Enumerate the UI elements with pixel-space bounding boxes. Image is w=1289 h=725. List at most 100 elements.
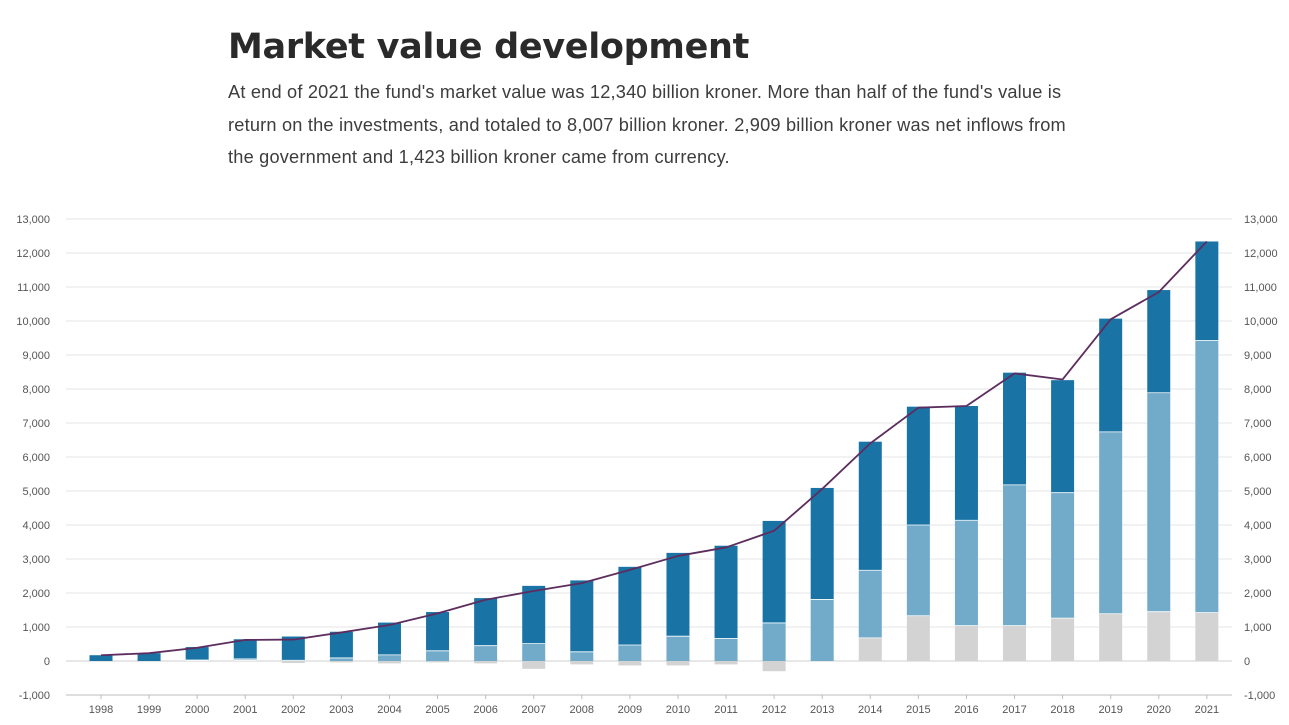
y-tick-label-left: 4,000 (22, 520, 50, 532)
bar-segment-currency (1147, 611, 1171, 661)
bar-segment-inflows (810, 487, 834, 600)
bar-segment-inflows (89, 655, 113, 661)
bar-segment-currency (1099, 613, 1123, 661)
x-tick-label: 2012 (762, 704, 786, 716)
bar-segment-currency (474, 661, 498, 664)
x-tick-label: 2016 (954, 704, 978, 716)
page-subtitle: At end of 2021 the fund's market value w… (228, 82, 1066, 167)
bar-segment-inflows (858, 441, 882, 571)
bar-segment-inflows (954, 406, 978, 521)
y-tick-label-left: 12,000 (16, 248, 50, 260)
x-tick-label: 2005 (425, 704, 449, 716)
y-tick-label-right: 1,000 (1244, 622, 1272, 634)
bar-segment-returns (714, 638, 738, 661)
bar-segment-currency (954, 625, 978, 661)
bar-segment-returns (474, 645, 498, 661)
x-tick-label: 2018 (1050, 704, 1074, 716)
bar-segment-currency (906, 615, 930, 661)
bar-segment-currency (666, 661, 690, 666)
y-tick-label-right: 8,000 (1244, 384, 1272, 396)
bar-segment-returns (906, 525, 930, 616)
bars-layer (89, 241, 1219, 672)
x-tick-label: 2017 (1002, 704, 1026, 716)
x-tick-label: 2011 (714, 704, 738, 716)
y-tick-label-right: -1,000 (1244, 690, 1275, 702)
bar-segment-currency (522, 661, 546, 669)
bar-segment-inflows (666, 552, 690, 637)
y-tick-label-left: 11,000 (17, 282, 50, 294)
y-tick-label-right: 6,000 (1244, 452, 1272, 464)
grid-layer (66, 218, 1232, 699)
x-tick-label: 2000 (185, 704, 209, 716)
y-tick-label-left: 10,000 (16, 316, 50, 328)
bar-segment-returns (1051, 492, 1075, 619)
x-tick-label: 2015 (906, 704, 930, 716)
bar-segment-currency (281, 661, 305, 664)
x-tick-label: 2009 (618, 704, 642, 716)
bar-segment-inflows (137, 653, 161, 661)
bar-segment-returns (522, 643, 546, 661)
y-tick-label-left: 5,000 (22, 486, 50, 498)
x-tick-label: 2001 (233, 704, 257, 716)
bar-segment-currency (1003, 625, 1027, 661)
y-tick-label-right: 0 (1244, 656, 1250, 668)
header: Market value development At end of 2021 … (228, 22, 1068, 174)
bar-segment-currency (329, 661, 353, 663)
x-tick-label: 2021 (1195, 704, 1219, 716)
bar-segment-currency (762, 661, 786, 672)
x-tick-label: 2013 (810, 704, 834, 716)
y-tick-label-left: 3,000 (22, 554, 50, 566)
bar-segment-currency (1051, 618, 1075, 661)
bar-segment-inflows (618, 566, 642, 646)
bar-segment-inflows (185, 647, 209, 660)
bar-segment-returns (329, 657, 353, 661)
x-tick-label: 2020 (1147, 704, 1171, 716)
y-tick-label-left: 0 (44, 656, 50, 668)
bar-segment-currency (810, 661, 834, 662)
y-tick-label-right: 3,000 (1244, 554, 1272, 566)
bar-segment-returns (1195, 340, 1219, 613)
bar-segment-currency (618, 661, 642, 666)
y-tick-label-left: 1,000 (22, 622, 50, 634)
y-tick-label-left: 9,000 (22, 350, 50, 362)
x-tick-label: 2006 (473, 704, 497, 716)
bar-segment-inflows (762, 520, 786, 623)
x-tick-label: 2019 (1098, 704, 1122, 716)
y-tick-label-left: 7,000 (22, 418, 50, 430)
bar-segment-inflows (233, 639, 257, 659)
bar-segment-inflows (714, 545, 738, 639)
y-tick-label-left: 6,000 (22, 452, 50, 464)
bar-segment-returns (1003, 484, 1027, 626)
bar-segment-inflows (1003, 372, 1027, 485)
page-title: Market value development (228, 27, 750, 67)
y-tick-label-right: 7,000 (1244, 418, 1272, 430)
bar-segment-returns (1147, 392, 1171, 612)
bar-segment-inflows (474, 598, 498, 646)
bar-segment-returns (426, 650, 450, 661)
y-tick-label-right: 9,000 (1244, 350, 1272, 362)
bar-segment-returns (666, 636, 690, 661)
x-tick-label: 1999 (137, 704, 161, 716)
bar-segment-inflows (522, 585, 546, 644)
bar-segment-returns (954, 520, 978, 626)
x-tick-label: 2002 (281, 704, 305, 716)
bar-segment-inflows (1099, 318, 1123, 432)
y-tick-label-left: 8,000 (22, 384, 50, 396)
bar-segment-inflows (1051, 380, 1075, 493)
bar-segment-returns (810, 599, 834, 661)
y-tick-label-left: -1,000 (19, 690, 50, 702)
x-tick-label: 2014 (858, 704, 882, 716)
x-tick-label: 2003 (329, 704, 353, 716)
bar-segment-currency (377, 661, 401, 664)
bar-segment-inflows (329, 631, 353, 658)
bar-segment-currency (1195, 612, 1219, 661)
bar-segment-currency (714, 661, 738, 665)
bar-segment-returns (1099, 431, 1123, 614)
bar-segment-returns (618, 645, 642, 661)
y-tick-label-right: 11,000 (1244, 282, 1277, 294)
bar-segment-inflows (1147, 290, 1171, 393)
bar-segment-currency (426, 661, 450, 663)
market-value-line (100, 240, 1208, 657)
bar-segment-inflows (281, 636, 305, 661)
bar-segment-currency (570, 661, 594, 665)
